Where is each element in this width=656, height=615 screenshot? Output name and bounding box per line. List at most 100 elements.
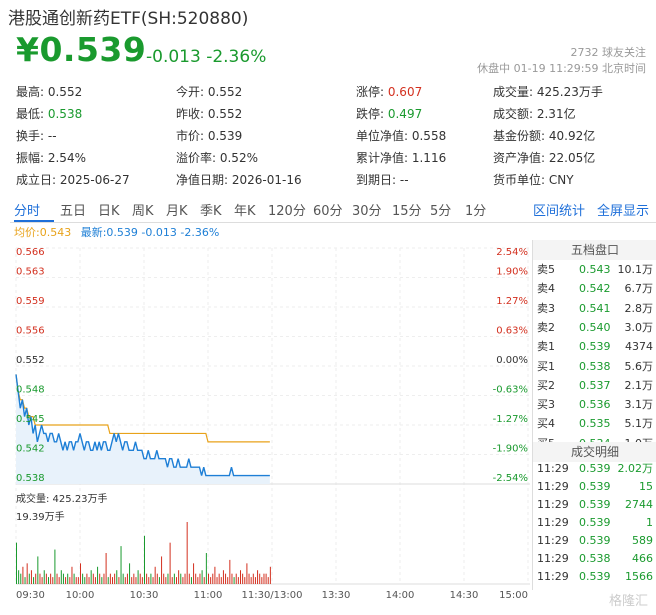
legend-latest: 最新:0.539 -0.013 -2.36% [80,226,220,239]
volume-bar [163,573,165,584]
tab-8[interactable]: 60分 [313,204,343,219]
stat-label: 振幅: [16,151,45,165]
volume-bar [88,577,90,584]
trade-time: 11:29 [537,552,569,565]
volume-bar [69,577,71,584]
tab-6[interactable]: 年K [234,204,256,219]
volume-bar [148,577,150,584]
stat-label: 溢价率: [176,151,217,165]
trade-volume: 15 [639,480,653,493]
order-panel: 五档盘口 卖5 0.543 10.1万 卖4 0.542 6.7万 卖3 0.541 2.8万 卖2… [532,240,656,590]
order-book-label: 买3 [537,398,555,412]
volume-bar [158,577,160,584]
volume-bar [82,573,84,584]
price-tick-label: 0.542 [16,444,45,455]
volume-bar [257,570,259,584]
tab-4[interactable]: 月K [166,204,188,219]
pct-tick-label: 0.00% [496,355,528,366]
stat-item: 跌停: 0.497 [356,105,422,122]
legend-avg: 均价:0.543 [14,226,72,239]
tab-3[interactable]: 周K [132,204,154,219]
trade-row: 11:29 0.539 2744 [533,495,656,514]
volume-bar [235,573,237,584]
volume-bar [39,573,41,584]
volume-bar [244,577,246,584]
price-area [16,374,270,484]
trade-time: 11:29 [537,462,569,475]
range-stats-link[interactable]: 区间统计 [533,204,586,219]
price-tick-label: 0.559 [16,296,45,307]
stat-value: 0.497 [384,107,423,121]
order-book-title: 五档盘口 [533,240,656,260]
volume-bar [26,563,28,584]
stat-value: 2025-06-27 [56,173,130,187]
volume-bar [24,577,26,584]
order-book-bid-row: 买4 0.535 5.1万 [533,414,656,433]
tab-5[interactable]: 季K [200,204,222,219]
stat-item: 资产净值: 22.05亿 [493,149,595,166]
volume-bar [122,573,124,584]
volume-bar [188,573,190,584]
tab-12[interactable]: 1分 [465,204,487,219]
stat-value: 0.552 [204,85,243,99]
tab-1[interactable]: 五日 [60,204,87,219]
order-book-label: 买1 [537,359,555,373]
order-book-label: 买2 [537,378,555,392]
volume-bar [60,570,62,584]
pct-tick-label: -1.90% [493,444,528,455]
time-tick-label: 14:30 [450,590,479,601]
order-book-ask-row: 卖5 0.543 10.1万 [533,260,656,279]
intraday-chart[interactable]: 0.566 0.563 0.559 0.556 0.552 0.548 0.545 0.542… [0,236,530,615]
volume-bar [229,559,231,584]
tab-10[interactable]: 15分 [392,204,422,219]
trade-row: 11:29 0.538 466 [533,549,656,568]
tab-11[interactable]: 5分 [430,204,452,219]
trade-price: 0.539 [579,480,611,493]
tab-9[interactable]: 30分 [352,204,382,219]
volume-bar [58,577,60,584]
volume-bar [208,573,209,584]
trade-volume: 2744 [625,498,653,511]
tab-7[interactable]: 120分 [268,204,306,219]
trade-time: 11:29 [537,516,569,529]
time-tick-label: 11:30/13:00 [241,590,302,601]
volume-bar [118,577,120,584]
volume-bar [167,573,169,584]
volume-bar [86,573,88,584]
volume-bar [233,577,235,584]
stat-label: 市价: [176,129,205,143]
tab-2[interactable]: 日K [98,204,120,219]
order-book-volume: 2.1万 [624,378,654,392]
volume-bar [90,570,92,584]
order-book-bid-row: 买2 0.537 2.1万 [533,376,656,395]
stats-row: 最高: 0.552 今开: 0.552 涨停: 0.607 成交量: 425.23万手 [16,83,656,105]
active-tab-indicator [14,220,54,222]
trade-price: 0.539 [579,462,611,475]
volume-bar [190,577,192,584]
stat-item: 累计净值: 1.116 [356,149,446,166]
time-tick-label: 10:00 [66,590,95,601]
fullscreen-link[interactable]: 全屏显示 [597,204,650,219]
order-book-label: 卖3 [537,301,555,315]
stat-value: 0.552 [204,107,243,121]
price-tick-label: 0.552 [16,355,45,366]
stat-label: 到期日: [356,173,397,187]
followers-count[interactable]: 2732 球友关注 [570,46,647,59]
volume-bar [165,577,167,584]
stat-item: 最高: 0.552 [16,83,82,100]
volume-bar [197,577,199,584]
time-tick-label: 09:30 [16,590,45,601]
order-book-price: 0.536 [579,398,611,412]
tabs-divider [10,222,656,223]
volume-bar [109,573,111,584]
tab-0[interactable]: 分时 [14,204,41,219]
order-book-volume: 5.1万 [624,417,654,431]
time-tick-label: 11:00 [194,590,223,601]
volume-bar [33,577,35,584]
volume-bar [210,577,212,584]
order-book-label: 卖1 [537,340,555,354]
stat-item: 最低: 0.538 [16,105,82,122]
current-price: ¥0.539 [16,30,147,69]
order-book-bid-row: 买3 0.536 3.1万 [533,395,656,414]
order-book-price: 0.543 [579,263,611,276]
